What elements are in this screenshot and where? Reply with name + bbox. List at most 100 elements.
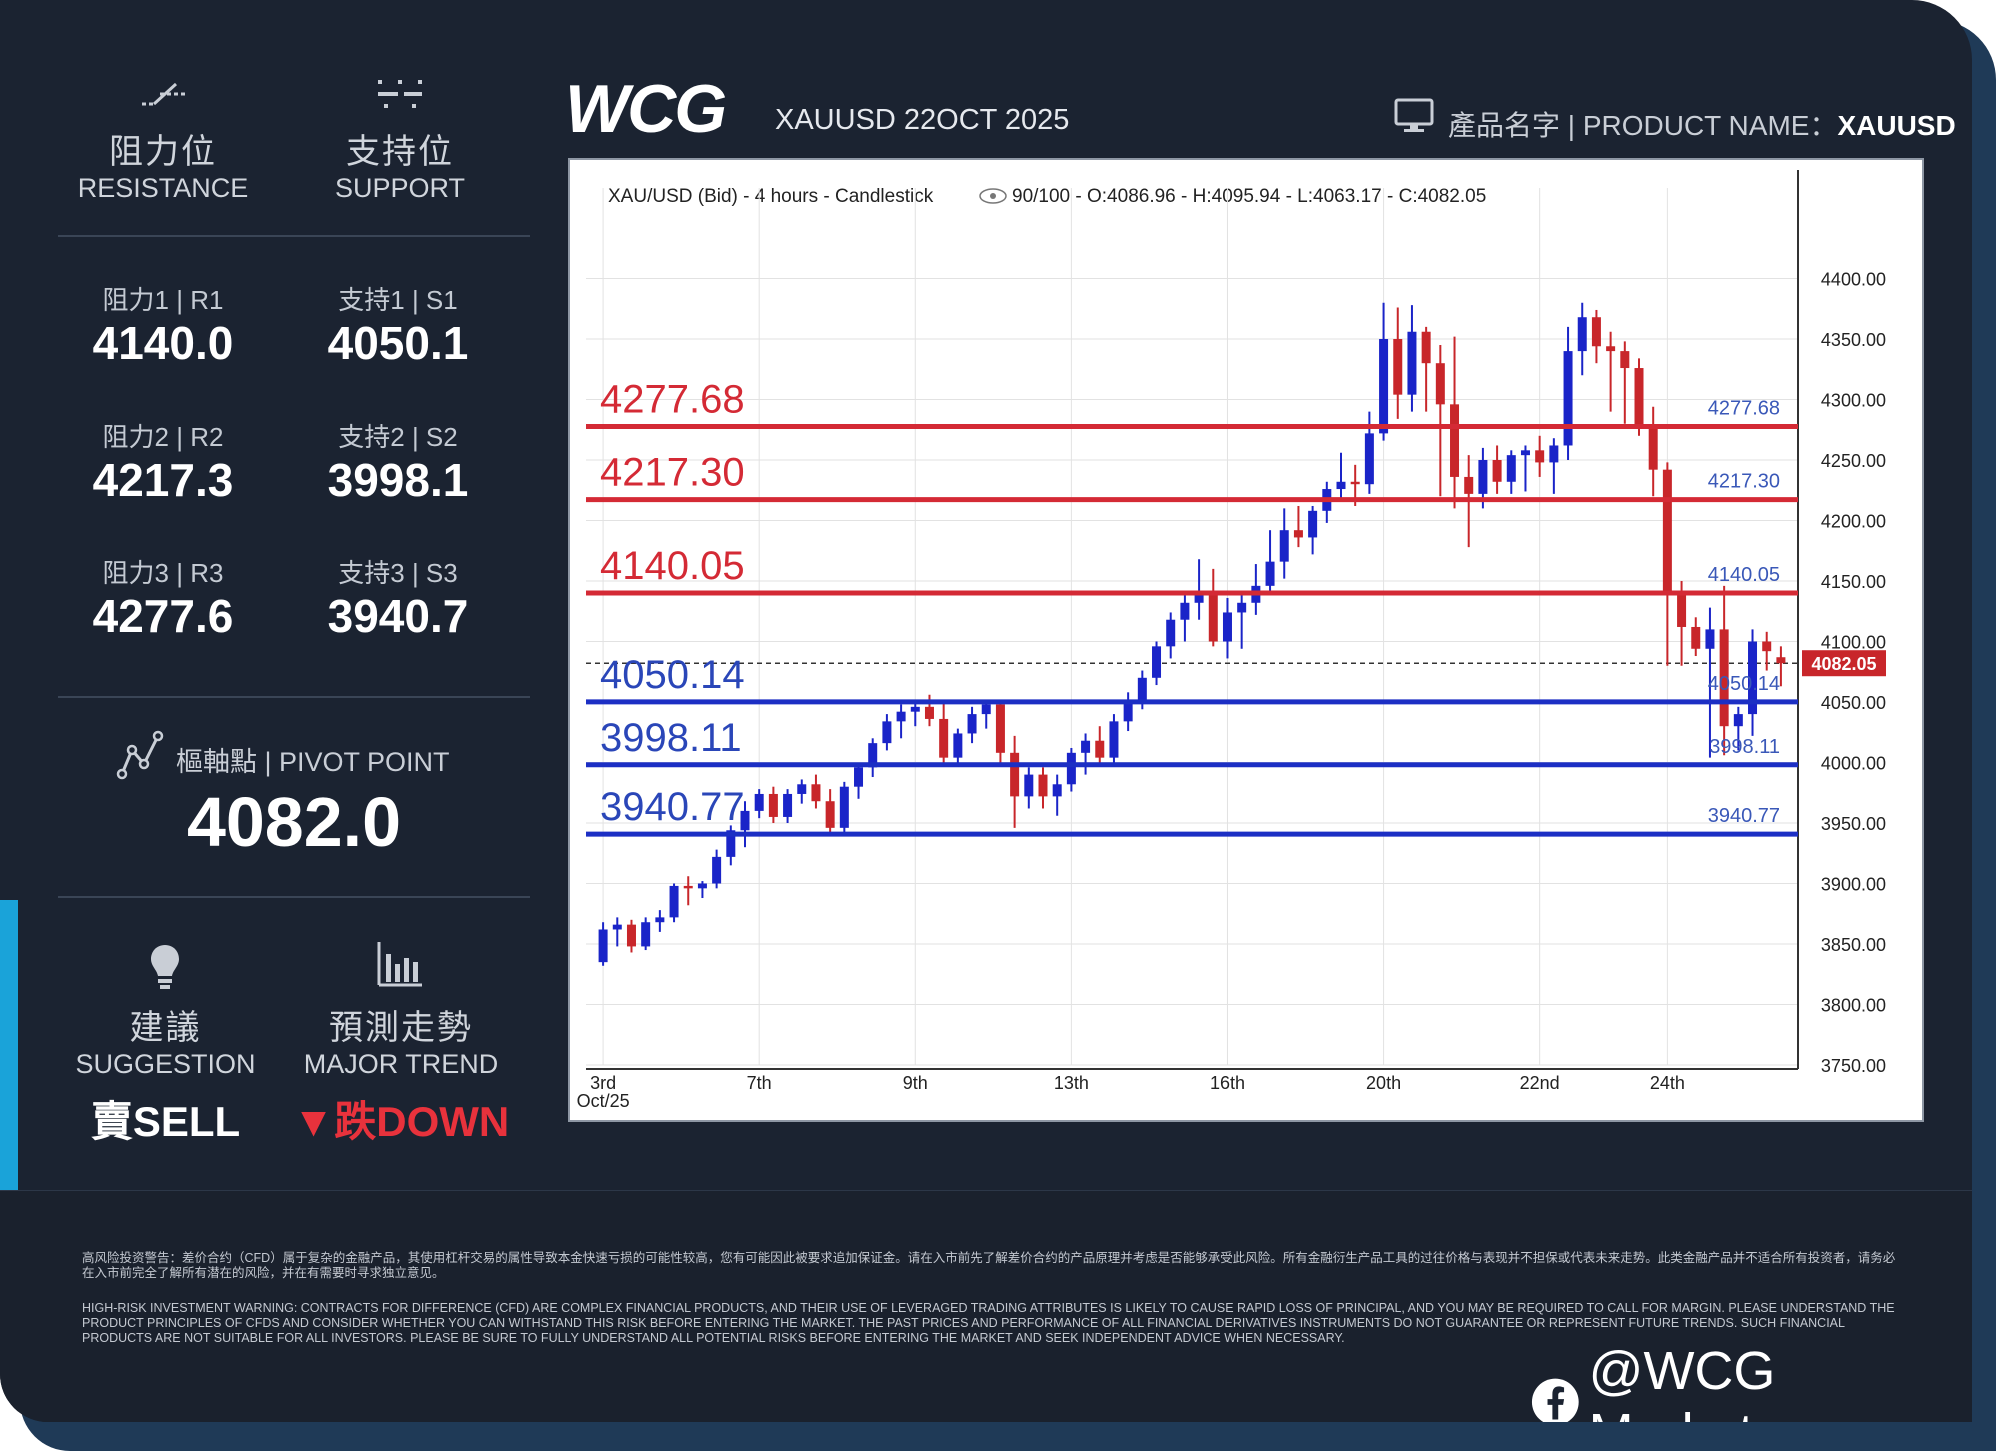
candle-body <box>953 733 963 758</box>
x-tick-sublabel: Oct/25 <box>577 1091 630 1111</box>
r2-value: 4217.3 <box>92 454 234 506</box>
left-accent-bar <box>0 900 18 1190</box>
candle-body <box>1379 339 1389 434</box>
resistance-line-label: 4217.30 <box>600 451 745 495</box>
y-tick-label: 4100.00 <box>1821 633 1886 653</box>
candle-body <box>1308 510 1318 538</box>
trend-title-en: MAJOR TREND <box>303 1049 499 1079</box>
r3-label: 阻力3 | R3 <box>102 558 224 588</box>
y-tick-label: 4250.00 <box>1821 451 1886 471</box>
x-tick-label: 3rd <box>590 1073 616 1093</box>
x-tick-label: 16th <box>1210 1073 1245 1093</box>
candle-body <box>1776 657 1786 664</box>
y-tick-label: 3850.00 <box>1821 935 1886 955</box>
candle-body <box>854 767 864 787</box>
monitor-icon <box>1394 98 1434 132</box>
candle-body <box>825 801 835 828</box>
candle-body <box>1662 469 1672 591</box>
candle-body <box>1081 740 1091 753</box>
candle-body <box>1066 752 1076 785</box>
resistance-line-tag: 4217.30 <box>1708 471 1780 493</box>
candle-body <box>981 704 991 715</box>
x-tick-label: 20th <box>1366 1073 1401 1093</box>
candle-body <box>768 793 778 817</box>
candle-body <box>995 704 1005 753</box>
candle-body <box>1591 317 1601 347</box>
y-tick-label: 4000.00 <box>1821 754 1886 774</box>
candle-body <box>683 885 693 889</box>
y-tick-label: 3900.00 <box>1821 875 1886 895</box>
candle-body <box>1152 646 1162 678</box>
candle-body <box>1265 561 1275 586</box>
bar-chart-icon <box>377 942 422 987</box>
s1-label: 支持1 | S1 <box>338 285 458 315</box>
candle-body <box>740 810 750 831</box>
r3-value: 4277.6 <box>92 590 234 642</box>
candle-body <box>754 793 764 811</box>
divider <box>58 235 530 237</box>
s1-value: 4050.1 <box>327 317 469 369</box>
candle-body <box>1535 450 1545 463</box>
candle-body <box>1024 774 1034 797</box>
eye-icon <box>979 188 1007 204</box>
r1-label: 阻力1 | R1 <box>102 285 224 315</box>
candle-body <box>1279 530 1289 562</box>
candle-body <box>669 885 679 918</box>
candle-body <box>1464 476 1474 494</box>
candle-body <box>1350 481 1360 485</box>
disclaimer-en: HIGH-RISK INVESTMENT WARNING: CONTRACTS … <box>82 1301 1895 1345</box>
candle-body <box>1748 641 1758 715</box>
support-title-en: SUPPORT <box>334 173 466 203</box>
resistance-line-tag: 4140.05 <box>1708 564 1780 586</box>
x-tick-label: 24th <box>1650 1073 1685 1093</box>
candle-body <box>1180 602 1190 620</box>
candle-body <box>1705 629 1715 649</box>
support-line-tag: 3940.77 <box>1708 805 1780 827</box>
card: 阻力位 RESISTANCE 支持位 SUPPORT 阻力1 | R1 4140… <box>0 0 1972 1422</box>
resistance-line-label: 4277.68 <box>600 378 745 422</box>
x-tick-label: 7th <box>747 1073 772 1093</box>
r1-value: 4140.0 <box>92 317 234 369</box>
support-line-label: 3940.77 <box>600 785 745 829</box>
x-tick-label: 13th <box>1054 1073 1089 1093</box>
chart-frame: XAU/USD (Bid) - 4 hours - Candlestick 90… <box>568 158 1924 1122</box>
candle-body <box>1435 363 1445 405</box>
candle-body <box>967 714 977 734</box>
candle-body <box>1677 590 1687 627</box>
candle-body <box>726 830 736 857</box>
candle-body <box>1137 677 1147 700</box>
candle-body <box>839 786 849 828</box>
y-tick-label: 4350.00 <box>1821 330 1886 350</box>
pivot-icon <box>116 730 164 780</box>
candle-body <box>1364 433 1374 485</box>
candle-body <box>882 721 892 744</box>
divider <box>58 696 530 698</box>
candle-body <box>811 784 821 802</box>
last-price-label: 4082.05 <box>1811 654 1876 674</box>
candle-body <box>896 711 906 722</box>
trend-title-cn: 預測走勢 <box>329 1009 473 1047</box>
candle-body <box>1492 460 1502 482</box>
candle-body <box>1549 445 1559 463</box>
footer <box>0 1190 1972 1422</box>
candle-body <box>1166 619 1176 647</box>
product-label: 產品名字 | PRODUCT NAME： <box>1448 110 1838 141</box>
s2-value: 3998.1 <box>327 454 469 506</box>
candle-body <box>626 924 636 947</box>
candle-body <box>1719 629 1729 727</box>
resistance-title-en: RESISTANCE <box>77 173 249 203</box>
y-tick-label: 3950.00 <box>1821 814 1886 834</box>
candle-body <box>868 743 878 768</box>
s3-label: 支持3 | S3 <box>338 558 458 588</box>
candle-body <box>1293 530 1303 538</box>
social-handle[interactable]: @WCG Markets <box>1530 1340 1972 1422</box>
candle-body <box>1109 721 1119 758</box>
chart-title: XAU/USD (Bid) - 4 hours - Candlestick <box>608 186 934 207</box>
resistance-title-cn: 阻力位 <box>109 133 217 171</box>
candle-body <box>1606 346 1616 352</box>
s2-label: 支持2 | S2 <box>338 422 458 452</box>
candle-body <box>1691 626 1701 649</box>
candle-body <box>1194 590 1204 603</box>
pivot-value: 4082.0 <box>186 783 402 861</box>
candle-body <box>1648 426 1658 470</box>
